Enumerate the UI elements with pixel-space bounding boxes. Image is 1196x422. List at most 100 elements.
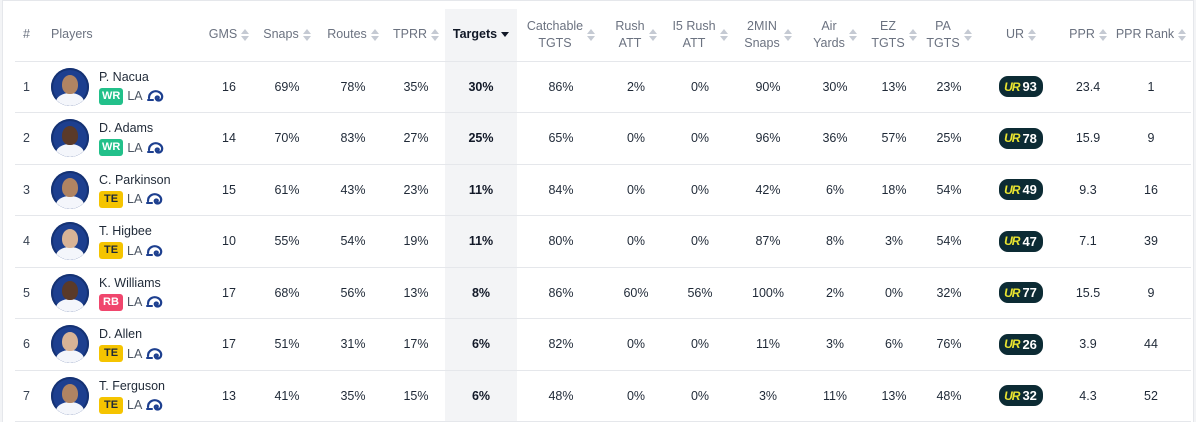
sort-toggle-icon[interactable]	[848, 28, 857, 41]
cell-pa-tgts: 48%	[921, 370, 977, 422]
player-cell[interactable]: D. Adams WR LA	[41, 112, 203, 165]
column-header-gms[interactable]: GMS	[203, 9, 255, 62]
table-row[interactable]: 1 P. Nacua WR LA 16 69% 78% 35% 30% 86% 2% 0% 90% 30%…	[15, 61, 1191, 113]
column-header-rush-att[interactable]: Rush ATT	[605, 9, 667, 62]
column-header-text: EZ	[880, 18, 896, 33]
cell-routes: 56%	[319, 267, 387, 319]
player-avatar	[51, 67, 89, 106]
ur-score: 78	[1022, 130, 1037, 146]
row-rank: 2	[15, 112, 41, 165]
sort-toggle-icon[interactable]	[648, 28, 657, 41]
column-header-text: TGTS	[871, 35, 905, 50]
player-cell[interactable]: K. Williams RB LA	[41, 267, 203, 319]
player-details: T. Ferguson TE LA	[99, 378, 165, 414]
column-header-catchable[interactable]: Catchable TGTS	[517, 9, 605, 62]
cell-ur: UR 26	[977, 318, 1065, 371]
sort-toggle-icon[interactable]	[241, 28, 250, 41]
table-row[interactable]: 7 T. Ferguson TE LA 13 41% 35% 15% 6% 48% 0% 0% 3% 11…	[15, 370, 1191, 422]
player-cell[interactable]: C. Parkinson TE LA	[41, 164, 203, 216]
sort-toggle-icon[interactable]	[783, 28, 792, 41]
sort-toggle-icon[interactable]	[908, 28, 917, 41]
player-info[interactable]: D. Adams WR LA	[51, 119, 203, 158]
column-header-pa-tgts[interactable]: PA TGTS	[921, 9, 977, 62]
player-stats-table: # Players GMS Snaps Routes TPRR Targets Catchab…	[15, 9, 1191, 422]
cell-air-yards: 30%	[803, 61, 867, 113]
cell-two-min-snaps: 11%	[733, 318, 803, 371]
sort-toggle-icon[interactable]	[1098, 28, 1107, 41]
table-row[interactable]: 5 K. Williams RB LA 17 68% 56% 13% 8% 86% 60% 56% 10…	[15, 267, 1191, 319]
ur-score-badge: UR 77	[999, 282, 1043, 304]
sort-toggle-icon[interactable]	[302, 28, 311, 41]
player-details: C. Parkinson TE LA	[99, 172, 171, 208]
player-cell[interactable]: T. Ferguson TE LA	[41, 370, 203, 422]
column-header-ppr-rank[interactable]: PPR Rank	[1111, 9, 1191, 62]
cell-two-min-snaps: 100%	[733, 267, 803, 319]
column-header-targets[interactable]: Targets	[445, 9, 517, 62]
player-name[interactable]: P. Nacua	[99, 69, 149, 84]
cell-catchable: 86%	[517, 61, 605, 113]
column-header-snaps[interactable]: Snaps	[255, 9, 319, 62]
player-meta: TE LA	[99, 396, 165, 414]
player-info[interactable]: C. Parkinson TE LA	[51, 170, 203, 209]
column-header-i5-rush-att[interactable]: I5 Rush ATT	[667, 9, 733, 62]
player-meta: TE LA	[99, 242, 164, 260]
player-name[interactable]: K. Williams	[99, 275, 161, 290]
table-row[interactable]: 2 D. Adams WR LA 14 70% 83% 27% 25% 65% 0% 0% 96% 36%…	[15, 112, 1191, 165]
column-header-rank: #	[15, 9, 41, 62]
column-header-label: Routes	[327, 26, 367, 43]
cell-rush-att: 0%	[605, 112, 667, 165]
cell-ur: UR 78	[977, 112, 1065, 165]
column-header-label: 2MIN Snaps	[744, 18, 779, 52]
player-name[interactable]: D. Adams	[99, 121, 154, 136]
cell-ur: UR 47	[977, 215, 1065, 268]
player-name[interactable]: T. Higbee	[99, 224, 152, 239]
cell-air-yards: 3%	[803, 318, 867, 371]
player-info[interactable]: P. Nacua WR LA	[51, 67, 203, 106]
column-header-ez-tgts[interactable]: EZ TGTS	[867, 9, 921, 62]
player-meta: RB LA	[99, 293, 164, 311]
table-row[interactable]: 3 C. Parkinson TE LA 15 61% 43% 23% 11% 84% 0% 0% 42…	[15, 164, 1191, 216]
column-header-label: TPRR	[393, 26, 427, 43]
cell-i5-rush-att: 56%	[667, 267, 733, 319]
player-meta: TE LA	[99, 345, 164, 363]
sort-toggle-icon[interactable]	[1178, 28, 1187, 41]
player-info[interactable]: T. Higbee TE LA	[51, 222, 203, 261]
table-row[interactable]: 4 T. Higbee TE LA 10 55% 54% 19% 11% 80% 0% 0% 87% 8%…	[15, 215, 1191, 268]
column-header-text: PPR	[1069, 27, 1095, 42]
player-name[interactable]: T. Ferguson	[99, 378, 166, 393]
column-header-text: PPR Rank	[1115, 27, 1175, 42]
player-name[interactable]: C. Parkinson	[99, 172, 171, 187]
ur-score-badge: UR 26	[999, 333, 1043, 355]
column-header-tprr[interactable]: TPRR	[387, 9, 445, 62]
column-header-label: I5 Rush ATT	[672, 18, 715, 52]
sort-toggle-icon[interactable]	[431, 28, 440, 41]
player-meta: WR LA	[99, 139, 165, 157]
player-info[interactable]: K. Williams RB LA	[51, 273, 203, 312]
sort-toggle-icon[interactable]	[587, 28, 596, 41]
player-name[interactable]: D. Allen	[99, 327, 143, 342]
sort-toggle-icon[interactable]	[370, 28, 379, 41]
sort-toggle-icon[interactable]	[1028, 28, 1037, 41]
player-cell[interactable]: T. Higbee TE LA	[41, 215, 203, 268]
cell-routes: 43%	[319, 164, 387, 216]
column-header-label: Rush ATT	[615, 18, 644, 52]
column-header-two-min-snaps[interactable]: 2MIN Snaps	[733, 9, 803, 62]
row-rank: 1	[15, 61, 41, 113]
table-row[interactable]: 6 D. Allen TE LA 17 51% 31% 17% 6% 82% 0% 0% 11% 3% 6%…	[15, 318, 1191, 371]
player-cell[interactable]: D. Allen TE LA	[41, 318, 203, 371]
column-header-label: PPR	[1069, 26, 1095, 43]
column-header-air-yards[interactable]: Air Yards	[803, 9, 867, 62]
player-info[interactable]: T. Ferguson TE LA	[51, 376, 203, 415]
ur-score: 32	[1022, 388, 1037, 404]
column-header-ppr[interactable]: PPR	[1065, 9, 1111, 62]
column-header-routes[interactable]: Routes	[319, 9, 387, 62]
sort-descending-icon[interactable]	[501, 32, 510, 38]
cell-catchable: 82%	[517, 318, 605, 371]
player-info[interactable]: D. Allen TE LA	[51, 325, 203, 364]
sort-toggle-icon[interactable]	[719, 28, 728, 41]
player-cell[interactable]: P. Nacua WR LA	[41, 61, 203, 113]
column-header-ur[interactable]: UR	[977, 9, 1065, 62]
team-abbr: LA	[127, 398, 143, 413]
sort-toggle-icon[interactable]	[963, 28, 972, 41]
cell-routes: 83%	[319, 112, 387, 165]
